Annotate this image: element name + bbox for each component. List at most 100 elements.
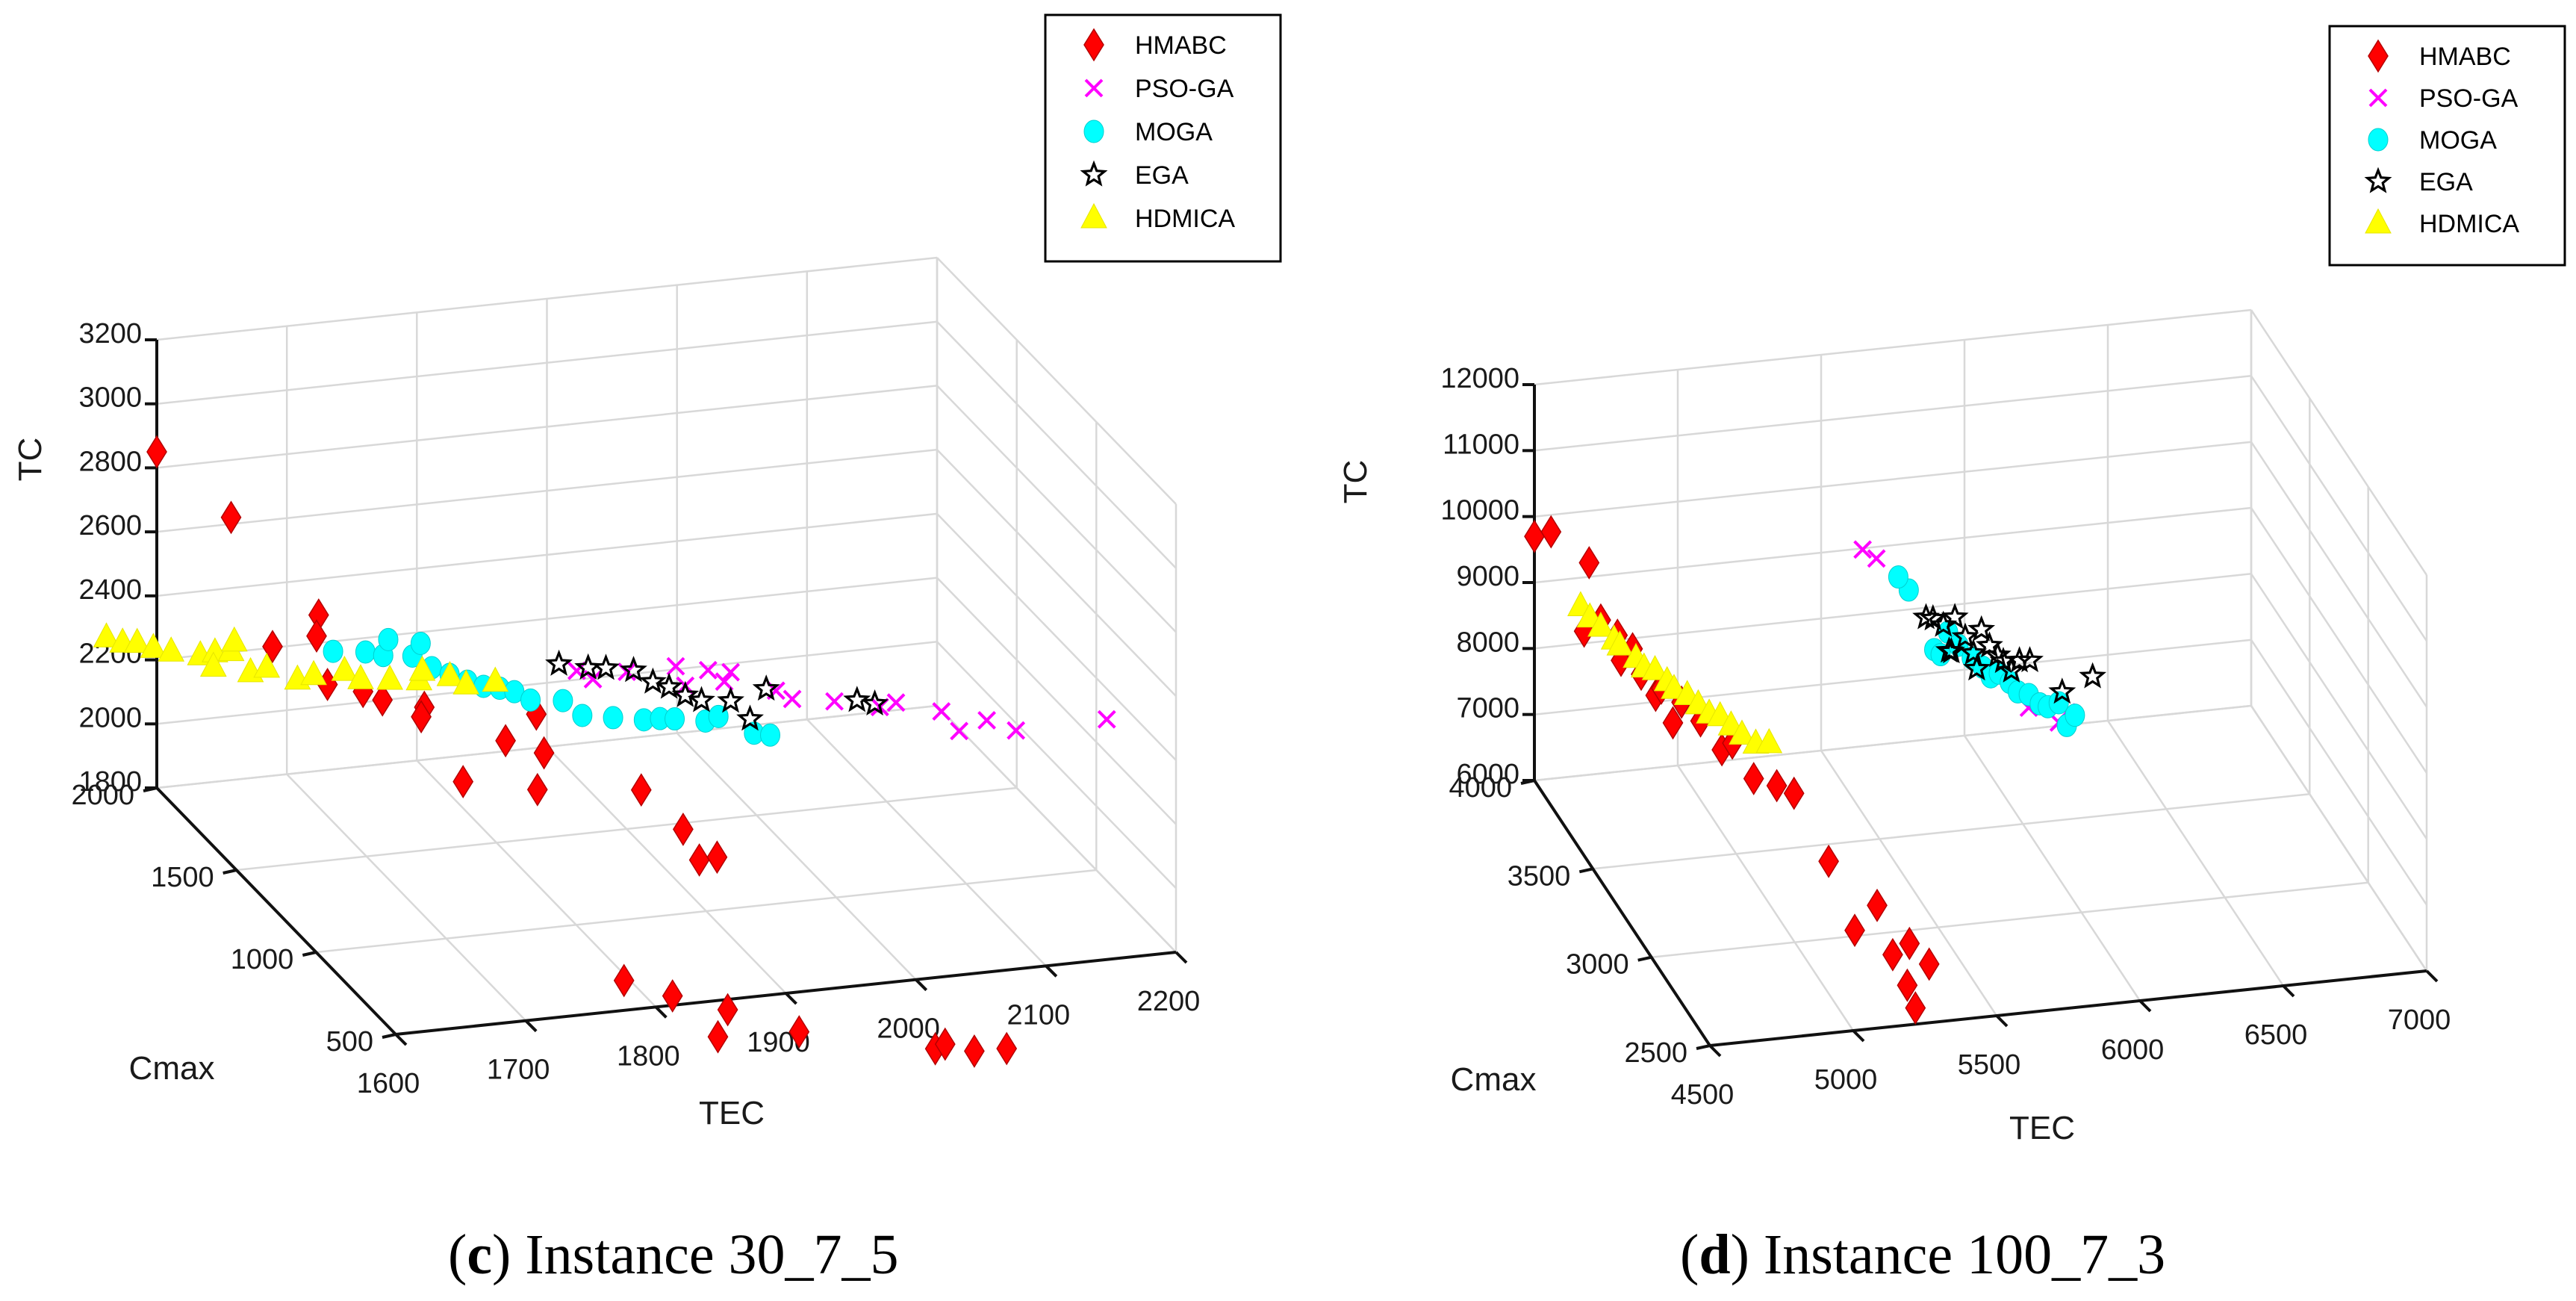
point-hdmica xyxy=(408,655,436,681)
point-hmabc xyxy=(262,630,283,664)
point-hdmica xyxy=(482,666,509,692)
point-ega xyxy=(736,704,764,731)
point-hdmica xyxy=(1606,630,1634,656)
z-tick-label: 2800 xyxy=(78,446,142,477)
z-tick-label: 2000 xyxy=(78,702,142,733)
point-hmabc xyxy=(1662,706,1684,740)
point-ega xyxy=(1941,603,1969,630)
point-ega xyxy=(591,653,620,680)
caption-c-text: Instance 30_7_5 xyxy=(511,1223,898,1286)
point-hmabc xyxy=(452,765,474,799)
x-tick-label: 1600 xyxy=(357,1068,420,1099)
legend-label-pso-ga: PSO-GA xyxy=(2419,84,2519,113)
legend-label-ega: EGA xyxy=(2419,168,2473,196)
caption-d-text: Instance 100_7_3 xyxy=(1749,1223,2165,1286)
legend-marker-hdmica xyxy=(2365,208,2392,234)
point-ega xyxy=(861,689,889,716)
legend-marker-moga xyxy=(1083,119,1104,143)
legend-marker-ega xyxy=(2364,167,2392,193)
point-ega xyxy=(2079,662,2107,689)
z-tick-label: 11000 xyxy=(1443,429,1519,460)
point-hmabc xyxy=(1743,762,1764,795)
point-hmabc xyxy=(1882,937,1903,972)
point-ega xyxy=(1959,639,1988,665)
legend-label-hdmica: HDMICA xyxy=(2419,210,2519,238)
point-hmabc xyxy=(1783,776,1805,810)
point-ega xyxy=(1912,603,1940,630)
point-hdmica xyxy=(376,664,403,690)
point-hmabc xyxy=(707,1019,729,1054)
point-hmabc xyxy=(1766,769,1788,803)
point-moga xyxy=(572,704,593,727)
point-hmabc xyxy=(964,1034,985,1068)
point-ega xyxy=(687,686,715,712)
y-tick-label: 2000 xyxy=(71,780,134,811)
z-tick-label: 3200 xyxy=(78,318,142,350)
point-ega xyxy=(619,656,647,683)
z-axis-label: TC xyxy=(1337,460,1374,504)
x-tick-label: 1700 xyxy=(487,1055,550,1086)
y-tick-label: 3000 xyxy=(1566,949,1629,981)
z-tick-label: 10000 xyxy=(1440,495,1519,527)
point-pso-ga xyxy=(783,689,802,709)
point-hmabc xyxy=(146,435,167,469)
z-tick-label: 1800 xyxy=(78,766,142,798)
axes: 4500 5000 5500 6000 6500 7000 2500 3000 3500 4000… xyxy=(1440,363,2451,1111)
point-hmabc xyxy=(306,619,327,653)
x-tick-label: 4500 xyxy=(1671,1079,1735,1111)
point-hmabc xyxy=(1905,991,1926,1025)
point-hmabc xyxy=(788,1015,810,1049)
point-hmabc xyxy=(1844,913,1865,948)
point-moga xyxy=(410,631,431,655)
series-ega xyxy=(545,649,889,731)
y-tick-label: 500 xyxy=(326,1026,373,1058)
y-axis-label: Cmax xyxy=(1451,1061,1537,1098)
z-tick-label: 2600 xyxy=(78,510,142,541)
point-ega xyxy=(1937,637,1965,664)
legend-marker-pso-ga xyxy=(1084,78,1104,98)
point-ega xyxy=(1997,656,2026,683)
point-pso-ga xyxy=(1007,721,1026,740)
point-hmabc xyxy=(1918,947,1940,981)
legend-label-hdmica: HDMICA xyxy=(1135,205,1235,233)
point-pso-ga xyxy=(932,702,951,721)
z-axis-label: TC xyxy=(12,438,49,482)
point-hmabc xyxy=(220,500,242,535)
point-ega xyxy=(1929,610,1958,637)
point-moga xyxy=(355,640,376,664)
y-tick-label: 1500 xyxy=(151,862,214,893)
point-pso-ga xyxy=(886,693,906,712)
point-ega xyxy=(2016,646,2044,673)
point-hdmica xyxy=(93,622,120,648)
z-tick-label: 12000 xyxy=(1440,363,1519,394)
point-hmabc xyxy=(1899,926,1920,960)
point-hdmica xyxy=(123,627,151,653)
z-tick-label: 2400 xyxy=(78,574,142,606)
legend-box xyxy=(1044,13,1282,263)
y-tick-label: 3500 xyxy=(1508,860,1571,892)
series-ega xyxy=(1912,603,2107,704)
x-tick-label: 2000 xyxy=(877,1013,940,1045)
point-hmabc xyxy=(996,1031,1018,1066)
point-pso-ga xyxy=(666,656,685,676)
data-points xyxy=(1524,515,2107,1025)
point-hmabc xyxy=(673,812,694,846)
point-ega xyxy=(1962,654,1991,681)
point-ega xyxy=(717,686,744,713)
point-hmabc xyxy=(372,683,393,717)
x-tick-label: 5500 xyxy=(1958,1049,2021,1081)
point-hmabc xyxy=(495,724,516,758)
x-tick-label: 2200 xyxy=(1137,986,1201,1017)
point-ega xyxy=(1967,615,1996,642)
point-pso-ga xyxy=(950,721,969,741)
point-hdmica xyxy=(436,661,464,686)
gridlines xyxy=(155,256,1177,1036)
point-hmabc xyxy=(717,993,738,1027)
legend-label-moga: MOGA xyxy=(1135,118,1213,146)
point-ega xyxy=(752,674,780,701)
point-ega xyxy=(545,649,573,676)
point-moga xyxy=(2048,691,2069,715)
legend-marker-moga xyxy=(2368,128,2389,152)
series-pso-ga xyxy=(567,656,1116,741)
